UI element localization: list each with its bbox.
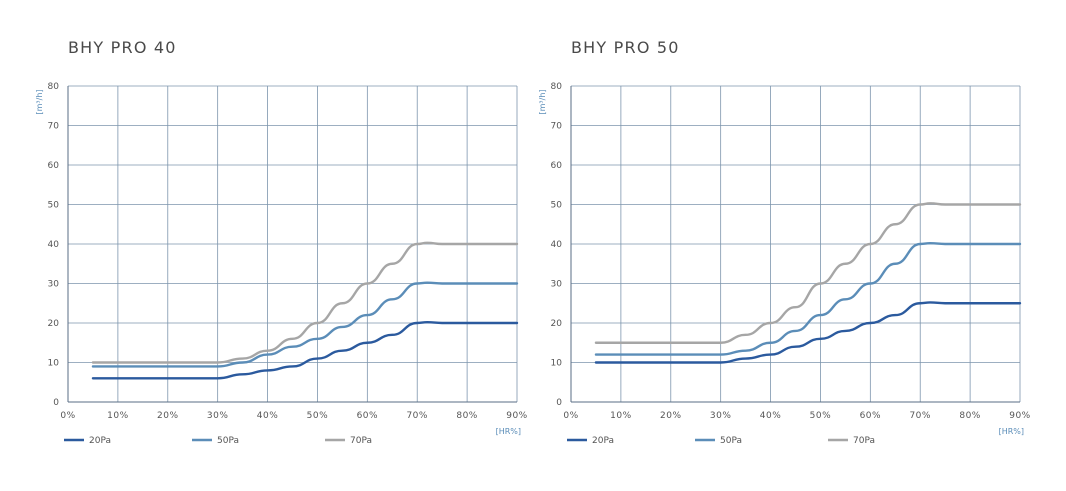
y-tick-label: 20: [48, 319, 60, 329]
x-tick-label: 20%: [157, 411, 179, 421]
y-tick-label: 60: [48, 161, 60, 171]
y-axis-label: [m³/h]: [35, 89, 44, 114]
series-line-20pa: [91, 321, 519, 380]
chart-svg: 0 10 20 30 40 50 60 70 80 0% 10% 20% 30% 40% 50% 60% 70%…: [538, 82, 1031, 446]
series-line-20pa: [594, 301, 1022, 364]
series-line-50pa: [91, 281, 519, 368]
x-tick-label: 30%: [207, 411, 229, 421]
legend-label-20pa: 20Pa: [592, 436, 614, 446]
y-tick-label: 70: [551, 122, 563, 132]
y-tick-label: 40: [551, 240, 563, 250]
x-tick-label: 30%: [710, 411, 732, 421]
x-tick-label: 90%: [506, 411, 528, 421]
y-tick-label: 20: [551, 319, 563, 329]
legend-label-70pa: 70Pa: [853, 436, 875, 446]
x-axis-label: [HR%]: [999, 427, 1024, 436]
y-tick-label: 40: [48, 240, 60, 250]
y-tick-label: 50: [551, 201, 563, 211]
x-tick-label: 20%: [660, 411, 682, 421]
x-tick-label: 10%: [107, 411, 129, 421]
y-tick-label: 80: [48, 82, 60, 92]
x-tick-label: 10%: [610, 411, 632, 421]
y-axis-label: [m³/h]: [538, 89, 547, 114]
legend-label-20pa: 20Pa: [89, 436, 111, 446]
chart-title: BHY PRO 40: [68, 38, 177, 57]
x-tick-label: 90%: [1009, 411, 1031, 421]
y-tick-label: 10: [48, 359, 60, 369]
y-tick-label: 50: [48, 201, 60, 211]
x-tick-label: 60%: [860, 411, 882, 421]
x-tick-label: 70%: [406, 411, 428, 421]
x-tick-label: 80%: [456, 411, 478, 421]
legend-label-50pa: 50Pa: [720, 436, 742, 446]
x-tick-label: 50%: [810, 411, 832, 421]
y-tick-label: 70: [48, 122, 60, 132]
chart-panel-bhy-pro-40: BHY PRO 40 0 10 20 30 40 50 60 70 80 0% 10% 20% 30% 4…: [35, 38, 528, 446]
legend-label-70pa: 70Pa: [350, 436, 372, 446]
y-tick-label: 10: [551, 359, 563, 369]
x-tick-label: 0%: [60, 411, 75, 421]
x-axis-label: [HR%]: [496, 427, 521, 436]
y-tick-label: 30: [551, 280, 563, 290]
series-line-50pa: [594, 242, 1022, 356]
y-tick-label: 60: [551, 161, 563, 171]
x-tick-label: 40%: [257, 411, 279, 421]
x-tick-label: 50%: [307, 411, 329, 421]
x-tick-label: 70%: [909, 411, 931, 421]
y-tick-label: 0: [556, 398, 562, 408]
x-tick-label: 60%: [357, 411, 379, 421]
x-tick-label: 80%: [959, 411, 981, 421]
series-line-70pa: [91, 241, 519, 364]
y-tick-label: 80: [551, 82, 563, 92]
x-tick-label: 0%: [563, 411, 578, 421]
y-tick-label: 0: [53, 398, 59, 408]
series-line-70pa: [594, 202, 1022, 344]
chart-svg: 0 10 20 30 40 50 60 70 80 0% 10% 20% 30% 40% 50% 60% 70%…: [35, 82, 528, 446]
chart-title: BHY PRO 50: [571, 38, 680, 57]
x-tick-label: 40%: [760, 411, 782, 421]
legend-label-50pa: 50Pa: [217, 436, 239, 446]
y-tick-label: 30: [48, 280, 60, 290]
chart-panel-bhy-pro-50: BHY PRO 50 0 10 20 30 40 50 60 70 80 0% 10% 20% 30% 4…: [503, 0, 1036, 491]
